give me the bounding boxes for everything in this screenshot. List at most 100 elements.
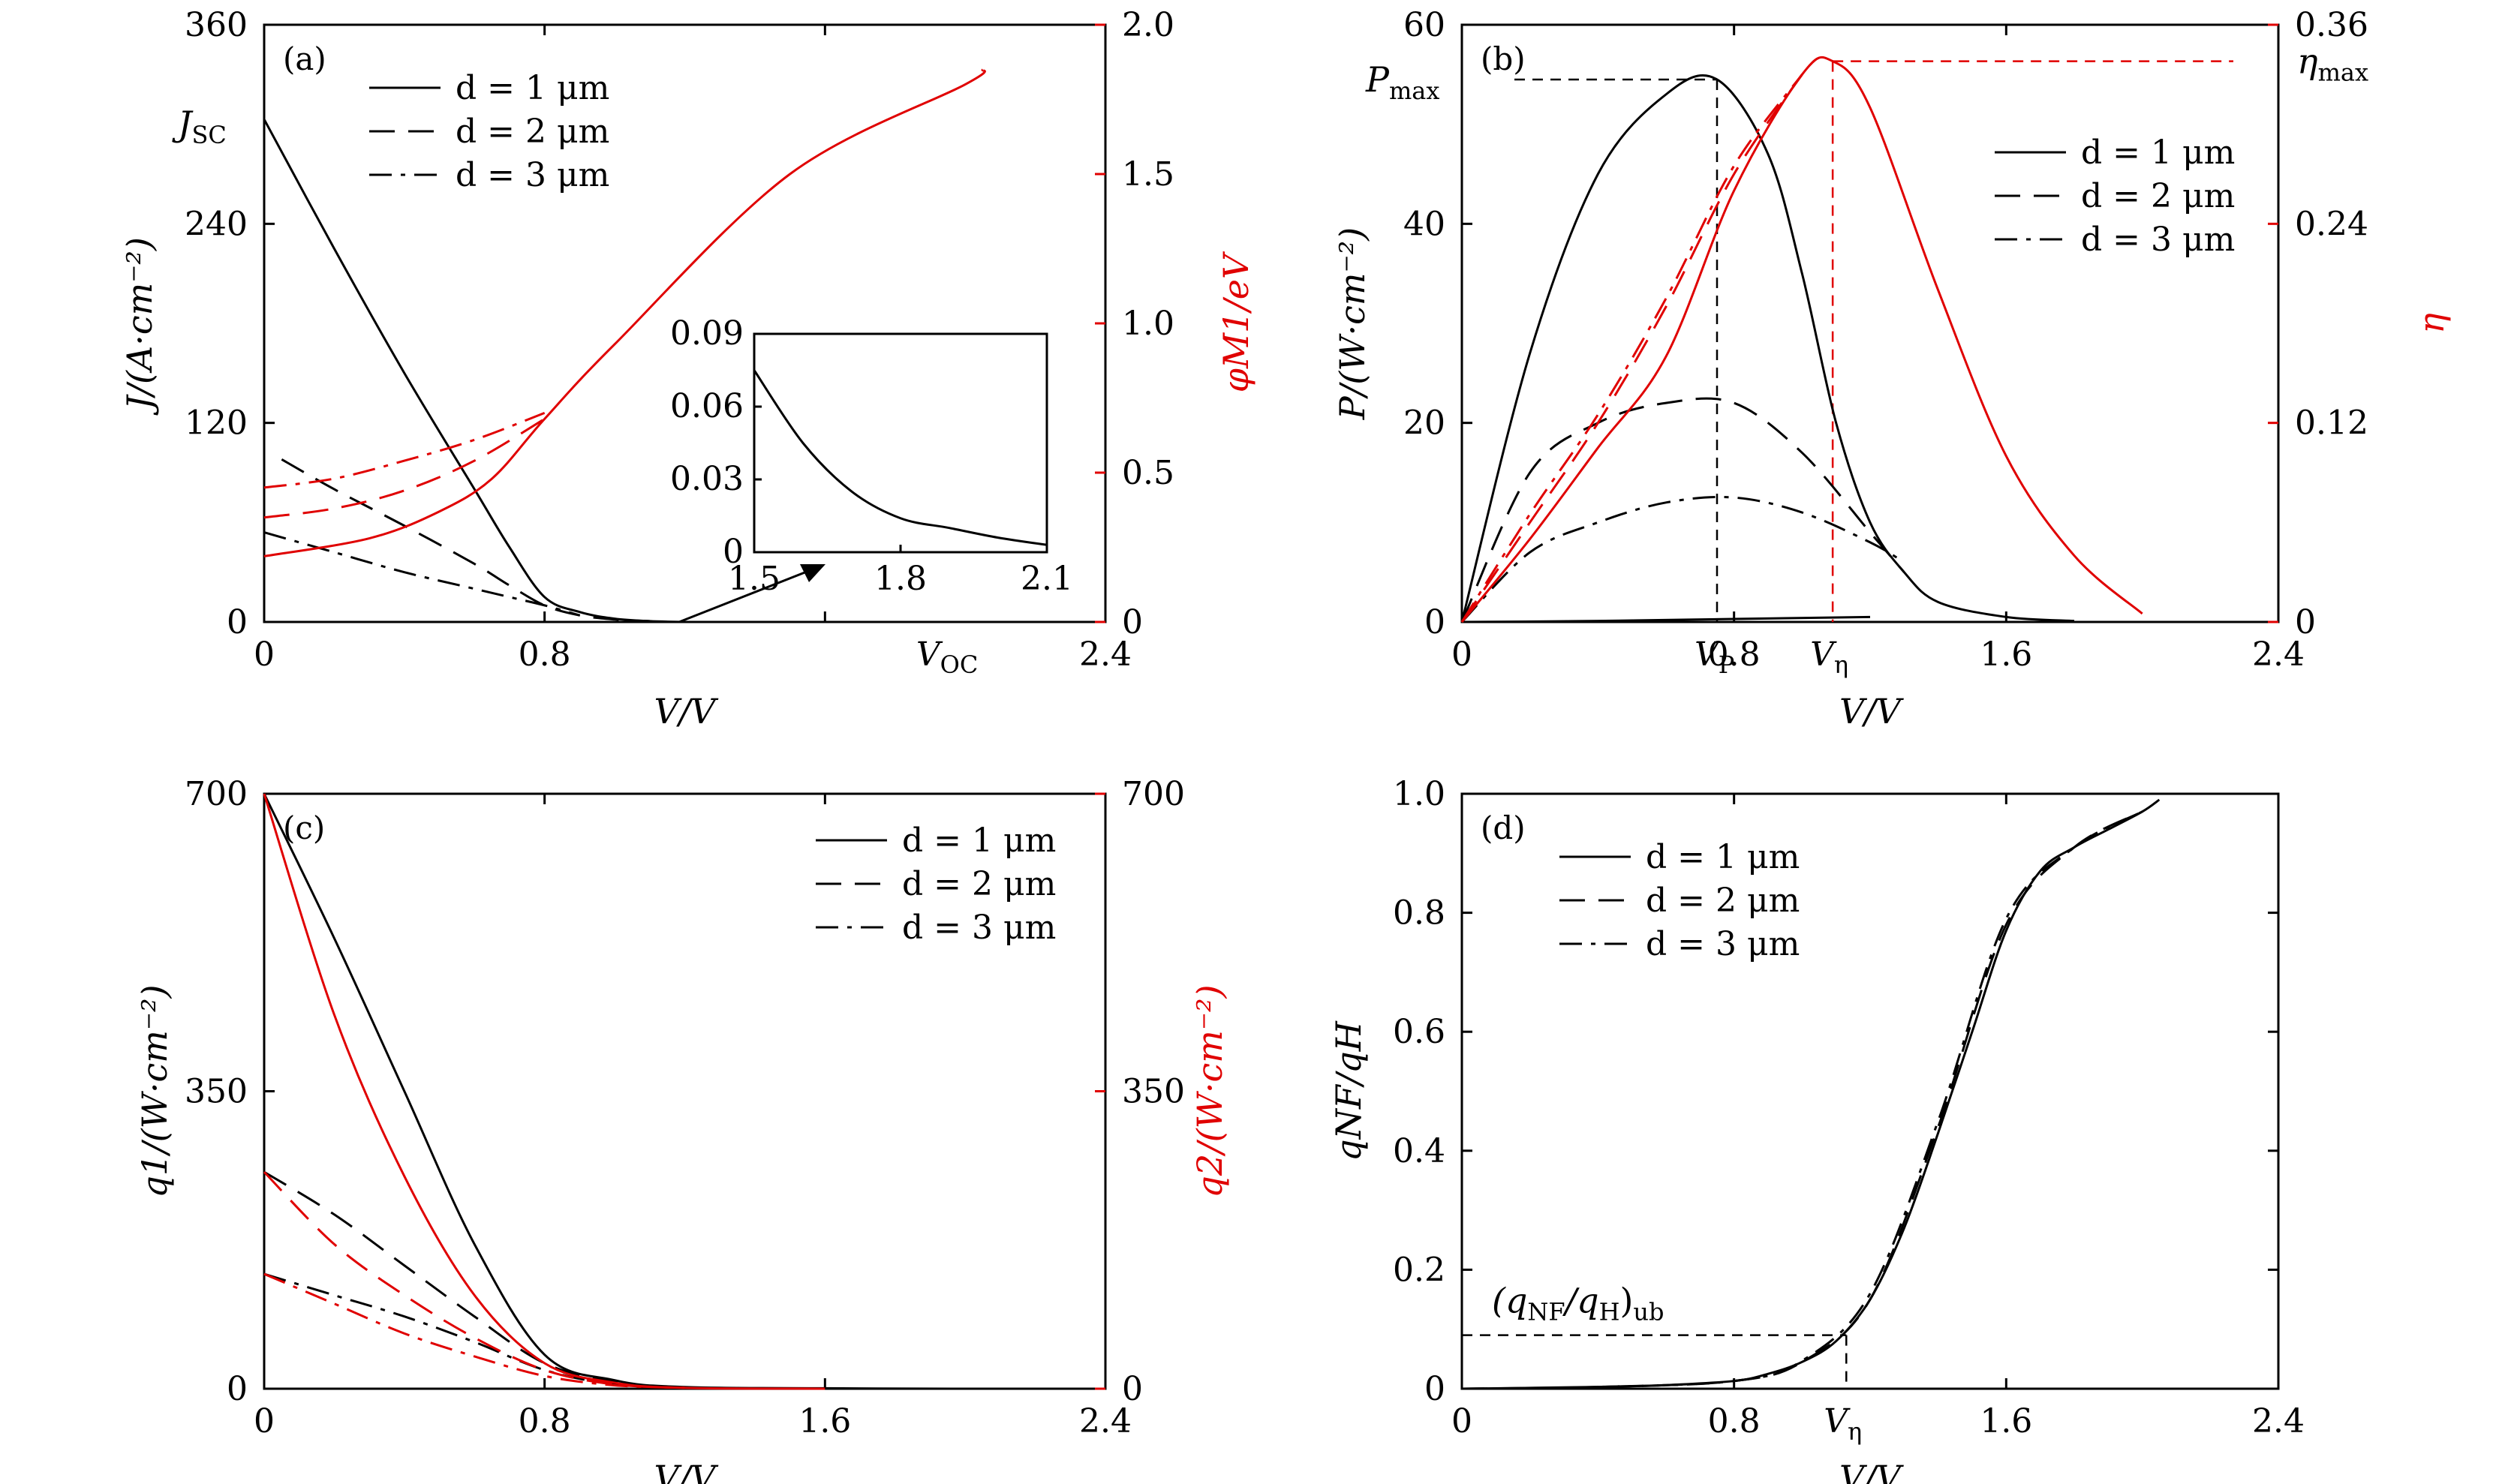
y-tick-label: 360 [185, 6, 248, 44]
panel-label: (c) [283, 810, 325, 846]
y2-axis-label: η [2411, 313, 2452, 334]
series-0-line [1460, 74, 2075, 623]
series-4-line [263, 1171, 685, 1389]
series-6-line [1460, 74, 1803, 623]
legend-label: d = 3 μm [456, 156, 609, 194]
x-tick-label: 2.4 [1079, 635, 1132, 674]
series-5-line [263, 411, 546, 489]
series-1-line [1460, 397, 1905, 623]
pmax-label-base: P [1365, 59, 1390, 100]
legend-label: d = 1 μm [456, 69, 609, 107]
y-tick-label: 350 [185, 1073, 248, 1111]
y-tick-label: 20 [1403, 404, 1445, 443]
inset-series-line [753, 369, 1048, 546]
panel-b-frame [1460, 23, 2280, 623]
y2-axis-label: φM1/eV [1216, 251, 1256, 392]
veta-tick-label-base: V [1824, 1402, 1851, 1440]
ub-label-part: (q [1492, 1281, 1527, 1321]
legend-label: d = 2 μm [456, 113, 609, 151]
veta-tick-label: Vη [1810, 635, 1848, 679]
ub-label-part: /q [1562, 1281, 1599, 1321]
x-tick-label: 0 [254, 1402, 275, 1440]
y-axis-label: J/(A·cm⁻²) [119, 237, 160, 416]
legend-label: d = 2 μm [902, 865, 1056, 903]
x-tick-label: 1.6 [1980, 1402, 2032, 1440]
y-axis-label: P/(W·cm⁻²) [1332, 227, 1373, 420]
etamax-label-sub: max [2318, 59, 2368, 87]
y2-tick-label: 0 [1122, 603, 1143, 641]
y2-tick-label: 700 [1122, 775, 1185, 813]
y2-tick-label: 0.12 [2295, 404, 2368, 443]
etamax-label: ηmax [2297, 41, 2368, 87]
x-axis-label: V/V [1839, 1458, 1905, 1484]
legend-label: d = 2 μm [1646, 882, 1800, 920]
y-tick-label: 1.0 [1393, 775, 1445, 813]
x-tick-label: 0.8 [1708, 1402, 1761, 1440]
panel-label: (a) [283, 41, 326, 77]
x-tick-label: 2.4 [2252, 1402, 2305, 1440]
x-tick-label: 1.6 [1980, 635, 2032, 674]
x-tick-label: 0 [254, 635, 275, 674]
y-axis-label: qNF/qH [1328, 1020, 1369, 1161]
y-tick-label: 0 [1424, 603, 1445, 641]
y2-axis-label: q2/(W·cm⁻²) [1189, 984, 1230, 1197]
y2-tick-label: 0.36 [2295, 6, 2368, 44]
series-5-line [1460, 74, 1803, 623]
inset-y-tick-label: 0.06 [670, 387, 744, 425]
y2-tick-label: 350 [1122, 1073, 1185, 1111]
legend-label: d = 3 μm [902, 909, 1056, 947]
panel-d-frame [1460, 792, 2280, 1390]
y2-tick-label: 0.24 [2295, 205, 2368, 243]
veta-tick-label-sub: η [1848, 1417, 1862, 1446]
y-tick-label: 0.6 [1393, 1013, 1445, 1051]
x-tick-label: 2.4 [1079, 1402, 1132, 1440]
x-axis-label: V/V [1839, 691, 1905, 731]
series-5-line [263, 1272, 685, 1389]
ub-label-part: NF [1527, 1298, 1565, 1326]
jsc-label-sub: SC [191, 121, 226, 149]
vp-tick-label-sub: P [1719, 650, 1735, 679]
y2-tick-label: 1.0 [1122, 305, 1174, 343]
series-3-line [1461, 615, 1871, 623]
panel-label: (b) [1481, 41, 1526, 77]
series-3-line [263, 793, 825, 1390]
y2-tick-label: 0 [2295, 603, 2316, 641]
series-4-line [1460, 56, 2143, 623]
y-tick-label: 0 [227, 1370, 248, 1408]
legend-label: d = 3 μm [2081, 221, 2235, 259]
x-axis-label: V/V [654, 691, 720, 731]
series-2-line [1460, 495, 1905, 623]
series-2-line [1461, 810, 2143, 1390]
inset-y-tick-label: 0 [723, 533, 744, 571]
y-tick-label: 700 [185, 775, 248, 813]
legend-label: d = 3 μm [1646, 925, 1800, 963]
legend-label: d = 1 μm [2081, 134, 2235, 172]
x-tick-label: 2.4 [2252, 635, 2305, 674]
series-1-line [281, 458, 650, 623]
x-tick-label: 0.8 [1708, 635, 1761, 674]
y-tick-label: 40 [1403, 205, 1445, 243]
legend-label: d = 1 μm [1646, 838, 1800, 876]
inset-arrow-head [800, 564, 825, 582]
x-axis-label: V/V [654, 1458, 720, 1484]
y2-tick-label: 0 [1122, 1370, 1143, 1408]
x-tick-label: 0.8 [519, 1402, 571, 1440]
x-tick-label: 0 [1451, 635, 1472, 674]
ub-label: (qNF/qH)ub [1492, 1281, 1664, 1326]
y-tick-label: 120 [185, 404, 248, 443]
veta-tick-label-base: V [1810, 635, 1837, 674]
y-tick-label: 0.2 [1393, 1251, 1445, 1289]
series-2-line [263, 1272, 685, 1389]
vp-tick-label: VP [1695, 635, 1734, 679]
x-tick-label: 1.6 [798, 1402, 851, 1440]
jsc-label: JSC [172, 104, 227, 149]
y-tick-label: 0 [227, 603, 248, 641]
y-tick-label: 60 [1403, 6, 1445, 44]
y-tick-label: 240 [185, 205, 248, 243]
voc-label: VOC [916, 635, 979, 679]
ub-label-part: ) [1619, 1281, 1633, 1321]
legend-label: d = 1 μm [902, 822, 1056, 860]
y2-tick-label: 2.0 [1122, 6, 1174, 44]
inset-y-tick-label: 0.09 [670, 314, 744, 353]
